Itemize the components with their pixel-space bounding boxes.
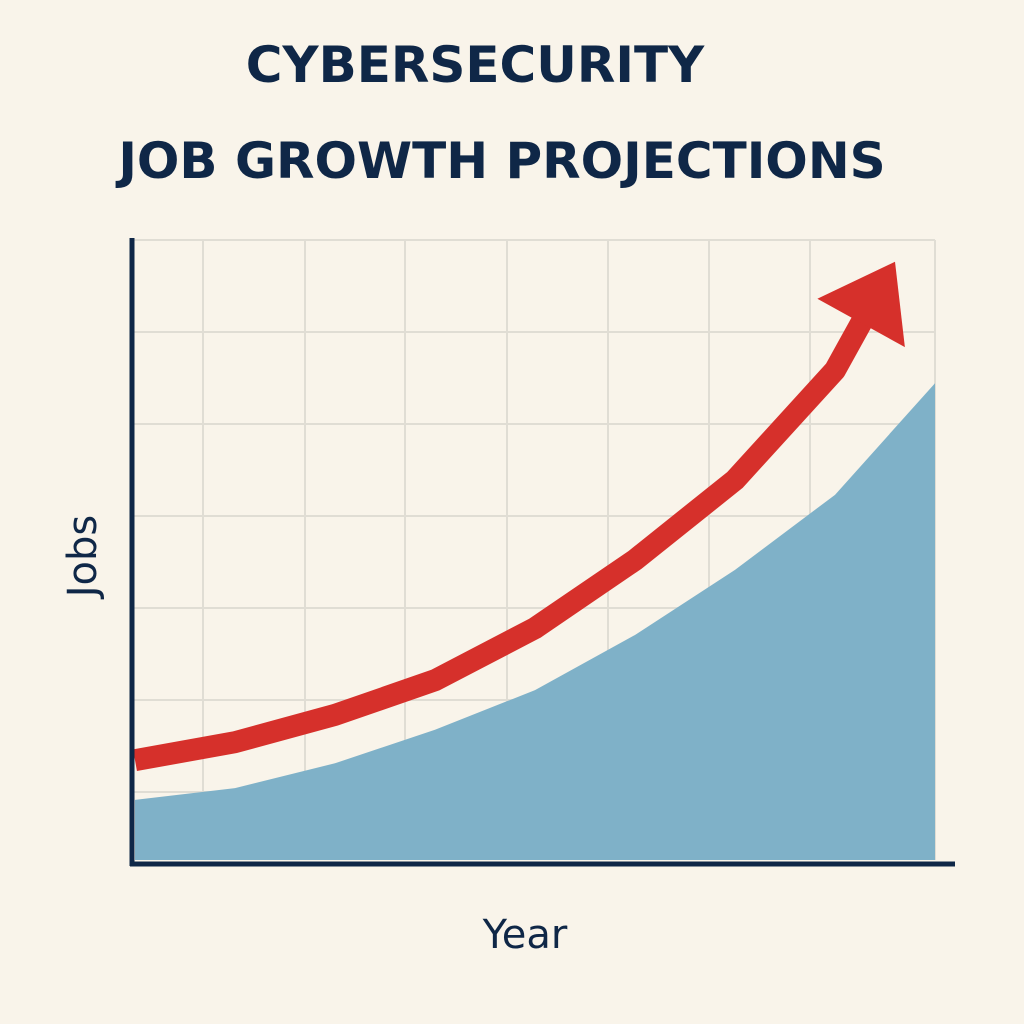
area <box>135 383 935 860</box>
chart-title: CYBERSECURITY <box>246 36 705 94</box>
arrow-line <box>133 313 874 772</box>
x-axis-label: Year <box>482 912 568 958</box>
plot <box>133 261 935 860</box>
arrow-head <box>817 261 905 348</box>
chart-subtitle: JOB GROWTH PROJECTIONS <box>115 132 885 190</box>
y-axis-label: Jobs <box>60 515 106 601</box>
